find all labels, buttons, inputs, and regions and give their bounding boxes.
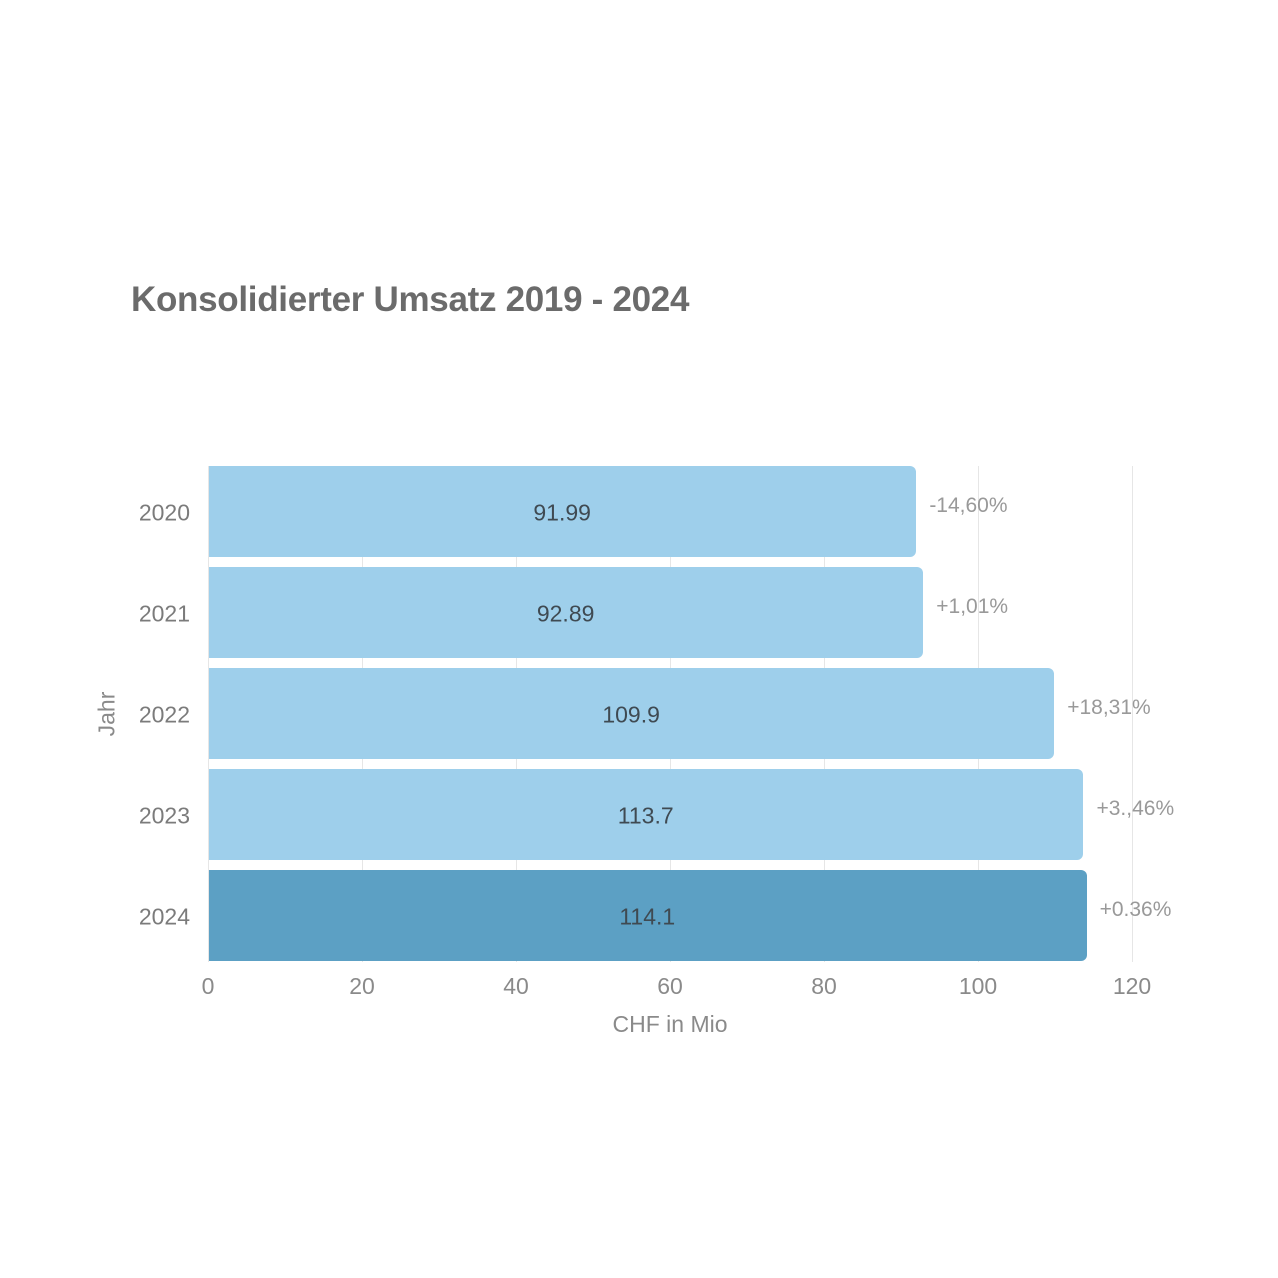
x-tick-label: 0 bbox=[201, 973, 215, 999]
y-tick-label: 2023 bbox=[138, 802, 190, 828]
bar-value-label: 113.7 bbox=[617, 802, 674, 828]
x-tick-label: 20 bbox=[349, 973, 375, 999]
change-annotation: +18,31% bbox=[1067, 696, 1151, 719]
change-annotation: +3.,46% bbox=[1096, 797, 1175, 820]
bar-value-label: 91.99 bbox=[533, 499, 591, 525]
change-annotation: -14,60% bbox=[929, 494, 1008, 517]
x-tick-label: 100 bbox=[958, 973, 998, 999]
change-annotation: +1,01% bbox=[936, 595, 1009, 618]
x-tick-label: 60 bbox=[657, 973, 683, 999]
y-tick-label: 2020 bbox=[138, 499, 190, 525]
bar-2023[interactable] bbox=[208, 769, 1084, 860]
y-tick-label: 2024 bbox=[138, 903, 190, 929]
bar-value-label: 114.1 bbox=[619, 903, 676, 929]
bar-2022[interactable] bbox=[208, 668, 1055, 759]
bar-2020[interactable] bbox=[208, 466, 917, 557]
bar-2024[interactable] bbox=[208, 870, 1087, 961]
gridline bbox=[1132, 466, 1133, 962]
y-tick-label: 2022 bbox=[138, 701, 190, 727]
bar-value-label: 92.89 bbox=[536, 600, 595, 626]
x-tick-label: 80 bbox=[811, 973, 837, 999]
chart-title: Konsolidierter Umsatz 2019 - 2024 bbox=[131, 280, 690, 319]
plot-area: 91.99 -14,60% 92.89 +1,01% 109.9 +18,31% 113.7… bbox=[208, 466, 1174, 962]
x-axis-title: CHF in Mio bbox=[612, 1011, 728, 1037]
bar-value-label: 109.9 bbox=[602, 701, 660, 727]
y-tick-label: 2021 bbox=[138, 600, 190, 626]
change-annotation: +0.36% bbox=[1099, 898, 1172, 921]
bar-2021[interactable] bbox=[208, 567, 924, 658]
y-axis-line bbox=[208, 466, 209, 962]
x-tick-label: 120 bbox=[1112, 973, 1152, 999]
x-tick-label: 40 bbox=[503, 973, 529, 999]
